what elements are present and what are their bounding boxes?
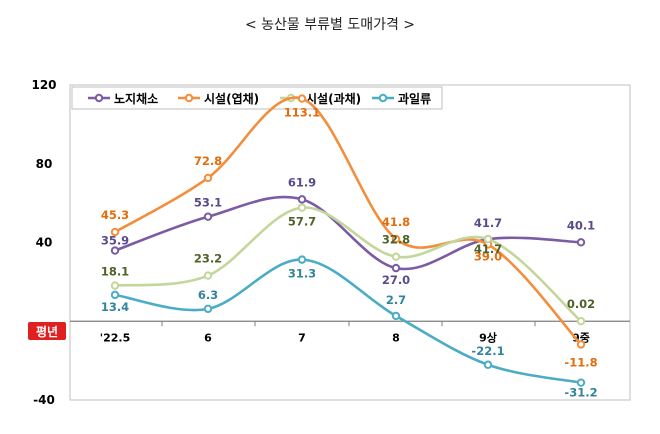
data-point (576, 340, 586, 349)
data-label: 13.4 (101, 300, 129, 314)
series-line-시설-엽채 (114, 96, 582, 346)
data-point (110, 281, 120, 290)
baseline-label: 평년 (28, 322, 66, 340)
legend-label: 시설(엽채) (204, 91, 259, 106)
legend-item-과일류: 과일류 (372, 91, 431, 106)
data-point (483, 360, 493, 369)
x-tick-label: 7 (298, 331, 306, 344)
data-point (297, 94, 307, 103)
data-point (483, 234, 493, 244)
data-point (297, 195, 307, 204)
series-시설-과채 (110, 203, 586, 326)
legend-label: 노지채소 (114, 91, 158, 106)
data-point (576, 238, 586, 247)
baseline-label-text: 평년 (36, 325, 58, 339)
x-tick-label: 8 (392, 331, 400, 344)
legend-item-시설-엽채: 시설(엽채) (178, 91, 259, 106)
x-tick-label: '22.5 (100, 331, 131, 344)
data-label: 32.8 (382, 233, 410, 247)
plot-frame (69, 84, 631, 401)
data-point (203, 304, 213, 314)
series-노지채소 (110, 195, 586, 273)
data-point (203, 271, 213, 280)
data-point (110, 290, 120, 300)
legend-marker (184, 93, 194, 103)
data-label: 6.3 (198, 288, 218, 302)
data-point (297, 203, 307, 212)
data-point (391, 234, 401, 244)
legend-marker (378, 93, 388, 103)
data-label: 27.0 (382, 273, 410, 287)
legend-label: 과일류 (398, 91, 431, 106)
data-label: 41.7 (474, 242, 502, 256)
data-label: 53.1 (194, 196, 222, 210)
legend: 노지채소 시설(엽채) 시설(과채) 과일류 (71, 86, 443, 110)
legend-marker (94, 93, 104, 103)
data-point (110, 246, 120, 255)
data-label: 41.7 (474, 216, 502, 230)
legend-item-노지채소: 노지채소 (88, 91, 158, 106)
data-label: -22.1 (471, 344, 504, 358)
legend-box (71, 86, 443, 110)
data-point (391, 263, 401, 273)
data-point (391, 252, 401, 261)
data-label: 2.7 (386, 293, 406, 307)
y-tick-label: 80 (36, 157, 53, 171)
data-point (203, 173, 213, 183)
data-label: 57.7 (288, 215, 316, 229)
data-label: 23.2 (194, 252, 222, 266)
data-point (110, 227, 120, 237)
data-label: 41.8 (382, 215, 410, 229)
data-label: 72.8 (194, 154, 222, 168)
y-tick-label: 40 (36, 236, 53, 250)
data-point (203, 212, 213, 221)
baseline-badge-box (28, 322, 66, 340)
legend-label: 시설(과채) (306, 91, 361, 106)
data-label: 0.02 (567, 297, 595, 311)
data-point (391, 311, 401, 321)
data-label: 18.1 (101, 265, 129, 279)
x-tick-label: 6 (204, 331, 212, 344)
series-과일류 (110, 255, 586, 387)
x-tick-label: 9상 (479, 330, 497, 344)
data-point (576, 378, 586, 387)
chart-title: < 농산물 부류별 도매가격 > (244, 17, 416, 33)
data-point (297, 255, 307, 264)
series-line-과일류 (114, 258, 582, 384)
data-label: 113.1 (284, 106, 320, 120)
data-label: 61.9 (288, 175, 316, 189)
data-label: 40.1 (567, 218, 595, 232)
data-label: 39.0 (474, 249, 502, 263)
series-시설-엽채 (110, 94, 586, 349)
data-point (576, 317, 586, 326)
data-label: 31.3 (288, 267, 316, 281)
data-label: -11.8 (564, 355, 597, 369)
y-tick-label: -40 (33, 393, 55, 407)
y-tick-label: 120 (31, 78, 56, 92)
series-line-노지채소 (114, 195, 582, 271)
data-label: 35.9 (101, 234, 129, 248)
data-label: -31.2 (564, 386, 597, 400)
data-label: 45.3 (101, 208, 129, 222)
